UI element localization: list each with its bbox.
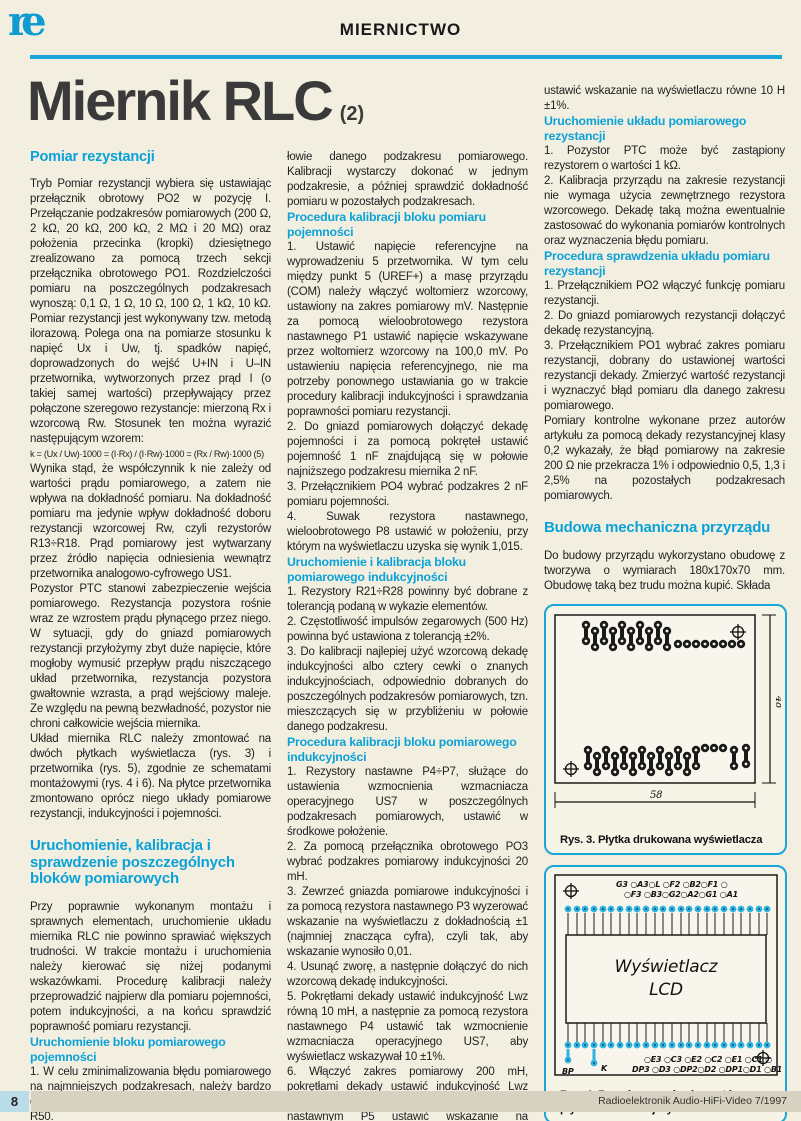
subsection-heading: Procedura sprawdzenia układu pomiaru rez… <box>544 249 770 278</box>
body-paragraph: łowie danego podzakresu pomiarowego. Kal… <box>287 151 528 208</box>
body-paragraph: 1. Rezystory R21÷R28 powinny być dobrane… <box>287 586 528 613</box>
figure-3-caption: Rys. 3. Płytka drukowana wyświetlacza <box>560 833 763 846</box>
body-paragraph: 2. Kalibracja przyrządu na zakresie rezy… <box>544 175 785 247</box>
body-paragraph: 2. Częstotliwość impulsów zegarowych (50… <box>287 616 528 643</box>
journal-name: Radioelektronik Audio-HiFi-Video 7/1997 <box>598 1095 787 1107</box>
figure-4-component-drawing: G3 ○A3○L ○F2 ○B2○F1 ○ ○F3 ○B3○G2○A2○G1 ○… <box>554 873 782 1076</box>
section-heading-uruchomienie-kalibracja: Uruchomienie, kalibracja i sprawdzenie p… <box>30 837 235 887</box>
subsection-heading: Procedura kalibracji bloku pomiarowego i… <box>287 735 517 764</box>
article-title-text: Miernik RLC <box>27 69 334 132</box>
formula-5: k = (Ux / Uw)·1000 = (I·Rx) / (I·Rw)·100… <box>30 449 264 459</box>
figure-3-box: 58 48 Rys. 3. Płytka drukowana wyświetla… <box>544 603 787 855</box>
section-heading-pomiar-rezystancji: Pomiar rezystancji <box>30 149 155 165</box>
section-title: MIERNICTWO <box>339 20 462 39</box>
body-paragraph: 3. Przełącznikiem PO1 wybrać zakres pomi… <box>544 340 785 412</box>
fig3-height-dimension: 48 <box>773 695 781 708</box>
body-paragraph: Wynika stąd, że współczynnik k nie zależ… <box>30 463 271 580</box>
fig4-bottom-pin-labels-row1: ○E3 ○C3 ○E2 ○C2 ○E1 ○C1 ○ <box>644 1055 772 1064</box>
body-paragraph: 2. Do gniazd pomiarowych dołączyć dekadę… <box>287 421 528 478</box>
article-title: Miernik RLC (2) <box>27 68 364 133</box>
body-paragraph: Do budowy przyrządu wykorzystano obudowę… <box>544 549 785 592</box>
column-2: łowie danego podzakresu pomiarowego. Kal… <box>287 150 528 1121</box>
body-paragraph: Tryb Pomiar rezystancji wybiera się usta… <box>30 178 271 445</box>
body-paragraph: 4. Suwak rezystora nastawnego, wieloobro… <box>287 511 528 553</box>
body-paragraph: 1. Pozystor PTC może być zastąpiony rezy… <box>544 145 785 172</box>
column-3: ustawić wskazanie na wyświetlaczu równe … <box>544 84 787 1121</box>
fig4-label-k: K <box>601 1064 608 1073</box>
body-paragraph: ustawić wskazanie na wyświetlaczu równe … <box>544 85 785 112</box>
fig4-lcd-label-line1: Wyświetlacz <box>615 957 719 977</box>
fig3-width-dimension: 58 <box>650 790 662 801</box>
body-paragraph: 2. Do gniazd pomiarowych rezystancji doł… <box>544 310 785 337</box>
fig4-lcd-label-line2: LCD <box>649 980 683 1000</box>
fig4-bottom-pin-labels-row2: DP3 ○D3 ○DP2○D2 ○DP1○D1 ○B1 <box>632 1065 781 1074</box>
subsection-heading: Uruchomienie i kalibracja bloku pomiarow… <box>287 555 466 584</box>
body-paragraph: 4. Usunąć zworę, a następnie dołączyć do… <box>287 961 528 988</box>
section-heading-budowa-mechaniczna: Budowa mechaniczna przyrządu <box>544 519 771 536</box>
subsection-heading: Uruchomienie układu pomiarowego rezystan… <box>544 114 747 143</box>
figure-4-box: G3 ○A3○L ○F2 ○B2○F1 ○ ○F3 ○B3○G2○A2○G1 ○… <box>544 864 787 1121</box>
subsection-heading: Procedura kalibracji bloku pomiaru pojem… <box>287 210 486 239</box>
figure-3-pcb-drawing: 58 48 <box>554 613 784 808</box>
column-1: Pomiar rezystancji Tryb Pomiar rezystanc… <box>30 150 271 1121</box>
body-paragraph: 1. Przełącznikiem PO2 włączyć funkcję po… <box>544 280 785 307</box>
footer-bar: Radioelektronik Audio-HiFi-Video 7/1997 <box>31 1091 801 1112</box>
body-paragraph: 2. Za pomocą przełącznika obrotowego PO3… <box>287 841 528 883</box>
fig4-label-bp: BP <box>562 1067 574 1076</box>
header-rule <box>30 55 782 59</box>
body-paragraph: 3. Do kalibracji najlepiej użyć wzorcową… <box>287 646 528 733</box>
body-paragraph: Układ miernika RLC należy zmontować na d… <box>30 733 271 820</box>
body-paragraph: Przy poprawnie wykonanym montażu i spraw… <box>30 900 271 1033</box>
article-part-number: (2) <box>339 103 365 125</box>
fig4-top-pin-labels-row1: G3 ○A3○L ○F2 ○B2○F1 ○ <box>616 880 728 889</box>
body-paragraph: 1. Ustawić napięcie referencyjne na wypr… <box>287 241 528 418</box>
body-paragraph: 1. Rezystory nastawne P4÷P7, służące do … <box>287 766 528 838</box>
body-paragraph: Pozystor PTC stanowi zabezpieczenie wejś… <box>30 583 271 730</box>
page-number: 8 <box>0 1091 29 1112</box>
body-paragraph: Pomiary kontrolne wykonane przez autorów… <box>544 415 785 502</box>
fig4-top-pin-labels-row2: ○F3 ○B3○G2○A2○G1 ○A1 <box>624 890 738 899</box>
subsection-heading: Uruchomienie bloku pomiarowego pojemnośc… <box>30 1034 226 1064</box>
body-paragraph: 5. Pokrętłami dekady ustawić indukcyjnoś… <box>287 991 528 1063</box>
body-paragraph: 3. Zewrzeć gniazda pomiarowe indukcyjnoś… <box>287 886 528 958</box>
body-paragraph: 3. Przełącznikiem PO4 wybrać podzakres 2… <box>287 481 528 508</box>
